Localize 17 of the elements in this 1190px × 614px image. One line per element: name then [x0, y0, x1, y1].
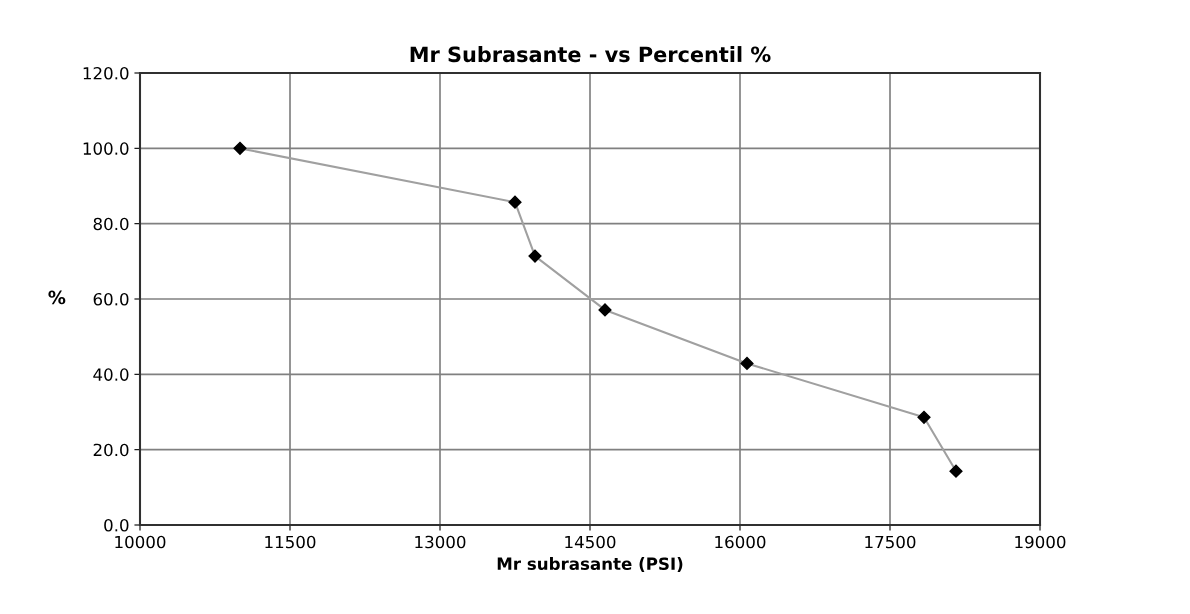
- y-tick-label: 20.0: [93, 443, 129, 457]
- y-tick-label: 60.0: [93, 292, 129, 306]
- y-tick-label: 80.0: [93, 217, 129, 231]
- y-axis-title: %: [48, 290, 66, 305]
- x-axis-title: Mr subrasante (PSI): [497, 557, 683, 572]
- chart-title: Mr Subrasante - vs Percentil %: [410, 46, 771, 63]
- x-tick-label: 16000: [715, 535, 766, 549]
- x-tick-label: 14500: [565, 535, 616, 549]
- y-tick-label: 40.0: [93, 368, 129, 381]
- y-tick-label: 100.0: [83, 142, 129, 155]
- y-tick-label: 120.0: [83, 66, 129, 80]
- x-tick-label: 10000: [115, 535, 166, 549]
- x-tick-label: 17500: [865, 535, 916, 549]
- x-tick-label: 11500: [265, 535, 316, 549]
- x-tick-label: 13000: [415, 535, 466, 549]
- x-tick-label: 19000: [1015, 535, 1066, 549]
- y-tick-label: 0.0: [104, 518, 129, 532]
